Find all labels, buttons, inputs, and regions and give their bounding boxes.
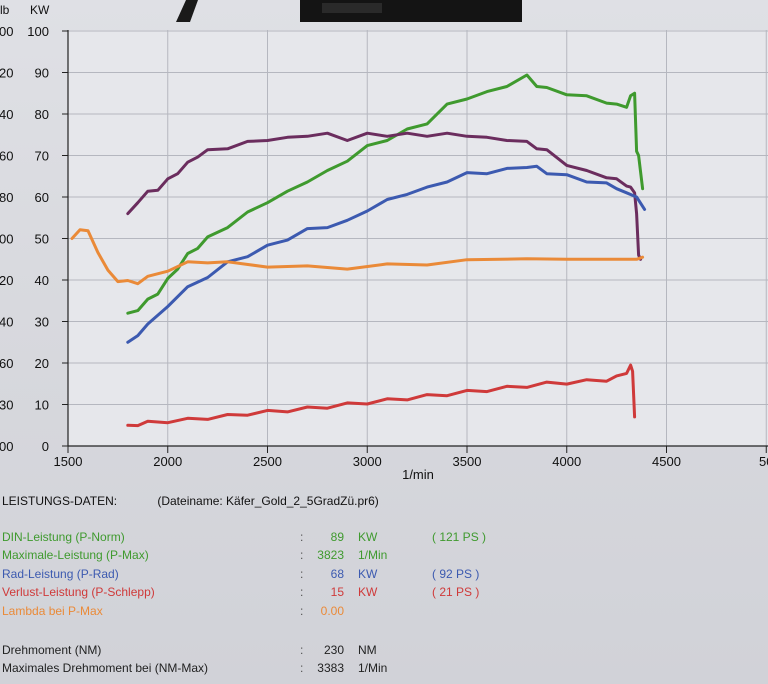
y-tick-label-lb: 40 — [0, 107, 13, 122]
y-tick-label-kw: 0 — [42, 439, 49, 454]
row-colon: : — [300, 567, 304, 581]
panel-filename: (Dateiname: Käfer_Gold_2_5GradZü.pr6) — [157, 494, 379, 508]
row-colon: : — [300, 643, 304, 657]
series-line-0 — [126, 73, 645, 315]
dyno-chart: 1500200025003000350040004500500001030206… — [0, 3, 768, 480]
y-tick-label-kw: 10 — [35, 398, 49, 413]
x-axis-label: 1/min — [402, 467, 434, 480]
y-tick-label-lb: 00 — [0, 232, 13, 247]
chart-grid — [68, 30, 768, 446]
data-row: Lambda bei P-Max: 0.00 — [0, 604, 768, 622]
series-line-3 — [70, 228, 645, 286]
data-row: Maximales Drehmoment bei (NM-Max):3383 1/… — [0, 661, 768, 679]
x-tick-label: 50 — [759, 454, 768, 469]
row-value: 230 — [323, 643, 344, 657]
panel-title: LEISTUNGS-DATEN: — [2, 494, 118, 508]
top-dark-graphic — [176, 0, 522, 22]
row-colon: : — [300, 585, 304, 599]
row-value: 3823 — [317, 548, 344, 562]
x-tick-label: 3000 — [353, 454, 382, 469]
chart-labels: 1500200025003000350040004500500001030206… — [0, 3, 768, 480]
y-tick-label-kw: 20 — [35, 356, 49, 371]
series-layer — [70, 73, 647, 428]
row-ps: ( 121 PS ) — [432, 530, 487, 544]
row-label: Maximale-Leistung (P-Max) — [2, 548, 149, 562]
row-unit: NM — [358, 643, 377, 657]
y-tick-label-kw: 90 — [35, 66, 49, 81]
row-ps: ( 92 PS ) — [432, 567, 480, 581]
data-row: Rad-Leistung (P-Rad): 68 KW ( 92 PS ) — [0, 567, 768, 585]
row-label: Verlust-Leistung (P-Schlepp) — [2, 585, 155, 599]
row-label: Maximales Drehmoment bei (NM-Max) — [2, 661, 209, 675]
x-tick-label: 4500 — [652, 454, 681, 469]
x-tick-label: 4000 — [552, 454, 581, 469]
x-tick-label: 1500 — [54, 454, 83, 469]
row-value: 15 — [330, 585, 344, 599]
row-colon: : — [300, 548, 304, 562]
y-right-header: KW — [30, 3, 50, 17]
row-unit: KW — [358, 530, 378, 544]
data-row: Verlust-Leistung (P-Schlepp): 15 KW ( 21 PS… — [0, 585, 768, 603]
data-panel: LEISTUNGS-DATEN: (Dateiname: Käfer_Gold_… — [0, 486, 768, 684]
y-tick-label-lb: 20 — [0, 66, 13, 81]
y-tick-label-kw: 80 — [35, 107, 49, 122]
row-colon: : — [300, 604, 304, 618]
row-value: 68 — [330, 567, 344, 581]
y-tick-label-lb: 00 — [0, 24, 13, 39]
row-value: 0.00 — [320, 604, 344, 618]
x-tick-label: 3500 — [453, 454, 482, 469]
panel-header: LEISTUNGS-DATEN: (Dateiname: Käfer_Gold_… — [2, 494, 379, 508]
y-tick-label-kw: 100 — [27, 24, 49, 39]
y-tick-label-kw: 60 — [35, 190, 49, 205]
row-colon: : — [300, 530, 304, 544]
row-ps: ( 21 PS ) — [432, 585, 480, 599]
data-row: Maximale-Leistung (P-Max):3823 1/Min — [0, 548, 768, 566]
data-row: Drehmoment (NM): 230 NM — [0, 643, 768, 661]
series-line-2 — [126, 164, 647, 344]
row-unit: KW — [358, 567, 378, 581]
row-unit: KW — [358, 585, 378, 599]
y-tick-label-lb: 80 — [0, 190, 13, 205]
chart-axes — [62, 30, 768, 453]
y-tick-label-lb: 60 — [0, 356, 13, 371]
data-row: DIN-Leistung (P-Norm): 89 KW ( 121 PS ) — [0, 530, 768, 548]
row-value: 89 — [330, 530, 344, 544]
row-unit: 1/Min — [358, 548, 388, 562]
row-label: DIN-Leistung (P-Norm) — [2, 530, 125, 544]
row-unit: 1/Min — [358, 661, 388, 675]
y-tick-label-kw: 70 — [35, 149, 49, 164]
y-tick-label-lb: 40 — [0, 315, 13, 330]
y-tick-label-lb: 30 — [0, 398, 13, 413]
row-label: Rad-Leistung (P-Rad) — [2, 567, 119, 581]
y-tick-label-lb: 00 — [0, 439, 13, 454]
row-value: 3383 — [317, 661, 344, 675]
series-line-4 — [126, 363, 637, 428]
series-line-1 — [126, 131, 643, 261]
row-label: Drehmoment (NM) — [2, 643, 102, 657]
y-left-header: lb — [0, 3, 10, 17]
y-tick-label-kw: 40 — [35, 273, 49, 288]
row-colon: : — [300, 661, 304, 675]
x-tick-label: 2000 — [153, 454, 182, 469]
y-tick-label-lb: 20 — [0, 273, 13, 288]
y-tick-label-lb: 60 — [0, 149, 13, 164]
x-tick-label: 2500 — [253, 454, 282, 469]
y-tick-label-kw: 30 — [35, 315, 49, 330]
y-tick-label-kw: 50 — [35, 232, 49, 247]
row-label: Lambda bei P-Max — [2, 604, 103, 618]
